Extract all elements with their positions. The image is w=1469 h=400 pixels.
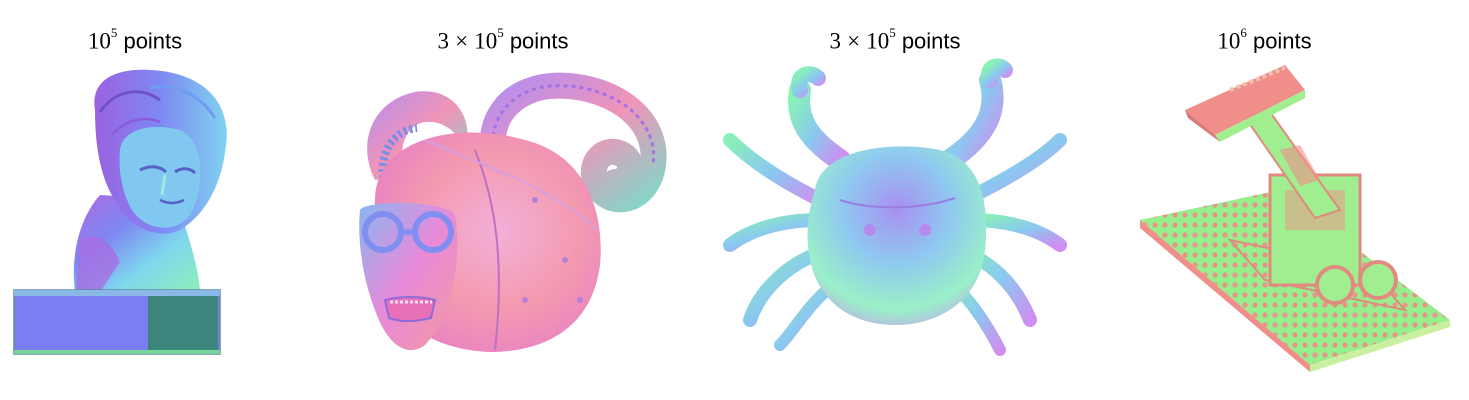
crab-render <box>723 58 1067 356</box>
panel-helmet: 3 × 105 points <box>335 0 695 400</box>
caption-lego: 106 points <box>1217 25 1312 54</box>
caption-bust: 105 points <box>87 25 183 54</box>
bust-render <box>13 69 227 355</box>
panel-lego: 106 points <box>1120 0 1469 400</box>
helmet-render <box>359 72 667 352</box>
lego-render <box>1140 65 1450 372</box>
panel-crab: 3 × 105 points <box>700 0 1090 400</box>
caption-helmet: 3 × 105 points <box>437 25 569 54</box>
caption-crab: 3 × 105 points <box>829 25 961 54</box>
panel-bust: 105 points <box>0 0 270 400</box>
